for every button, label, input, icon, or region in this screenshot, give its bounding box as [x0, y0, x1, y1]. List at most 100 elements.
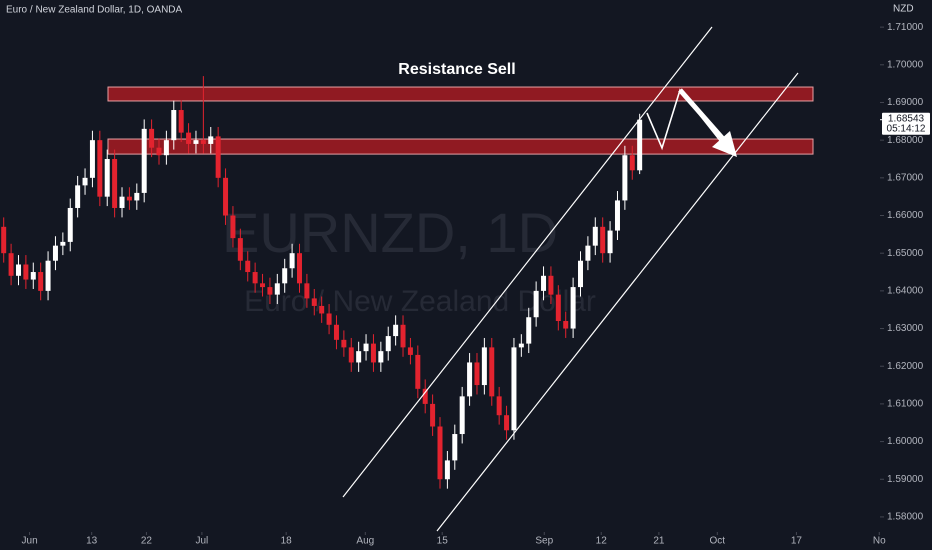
x-tick-label: 22 — [141, 536, 153, 547]
candle-body — [341, 339, 347, 348]
candle-body — [600, 226, 606, 254]
y-tick-label: 1.60000 — [887, 436, 924, 447]
candle — [341, 330, 347, 357]
y-tick-label: 1.62000 — [887, 361, 924, 372]
candle-body — [156, 147, 162, 156]
candle — [496, 386, 502, 425]
candle — [600, 217, 606, 263]
candle-body — [592, 226, 598, 246]
candle — [474, 353, 480, 395]
candle — [504, 405, 510, 440]
candle — [430, 394, 436, 436]
candle — [533, 281, 539, 327]
candle — [452, 424, 458, 470]
candle-body — [215, 136, 221, 178]
candle — [319, 296, 325, 323]
candle — [296, 243, 302, 293]
candle-body — [629, 155, 635, 171]
x-tick-label: 15 — [437, 536, 449, 547]
candle — [245, 251, 251, 282]
candle-body — [444, 460, 450, 480]
candle — [186, 123, 192, 154]
candle-body — [141, 128, 147, 193]
annotation: Resistance Sell — [398, 61, 515, 78]
x-tick-label: 13 — [86, 536, 98, 547]
candle-body — [208, 136, 214, 144]
y-tick-label: 1.63000 — [887, 323, 924, 334]
candle-body — [563, 321, 569, 329]
candle-body — [67, 207, 73, 242]
candle-body — [89, 140, 95, 178]
candle — [563, 311, 569, 338]
candle — [378, 341, 384, 372]
candle-body — [526, 317, 532, 344]
candle-body — [585, 245, 591, 261]
candle-body — [134, 192, 140, 201]
y-tick-label: 1.65000 — [887, 248, 924, 259]
candle — [326, 304, 332, 335]
candle-body — [437, 426, 443, 480]
candle-body — [541, 275, 547, 291]
candle-body — [45, 260, 51, 291]
y-tick-label: 1.61000 — [887, 399, 924, 410]
candle — [444, 450, 450, 489]
candle-body — [230, 215, 236, 239]
candle — [333, 315, 339, 350]
candle — [622, 145, 628, 210]
candle — [156, 138, 162, 165]
candle — [400, 315, 406, 357]
x-tick-label: 12 — [596, 536, 608, 547]
candle — [407, 337, 413, 365]
candle — [614, 191, 620, 241]
candle — [541, 266, 547, 301]
candle — [282, 258, 288, 293]
candle-body — [511, 347, 517, 431]
candle — [511, 337, 517, 440]
candle-body — [555, 294, 561, 322]
candle — [356, 341, 362, 372]
candle-body — [119, 196, 125, 208]
candle — [348, 337, 354, 372]
candle-body — [578, 260, 584, 288]
candle-body — [200, 140, 206, 144]
candle-body — [363, 343, 369, 352]
y-tick-label: 1.69000 — [887, 97, 924, 108]
candle — [548, 266, 554, 305]
candle-body — [1, 226, 7, 254]
candle-body — [393, 324, 399, 337]
candle-body — [607, 230, 613, 254]
candles — [1, 76, 643, 489]
candle — [585, 236, 591, 271]
candle — [23, 255, 29, 289]
candle — [459, 386, 465, 444]
candle — [89, 130, 95, 188]
candle — [518, 334, 524, 357]
y-tick-label: 1.71000 — [887, 22, 924, 33]
candle — [104, 149, 110, 207]
candle — [415, 345, 421, 399]
candle-body — [356, 351, 362, 363]
candle-body — [319, 305, 325, 314]
candle-body — [237, 238, 243, 261]
y-tick-label: 1.59000 — [887, 474, 924, 485]
watermark-group: EURNZD, 1D Euro / New Zealand Dollar — [222, 201, 596, 318]
candle — [60, 232, 66, 256]
candle-body — [459, 396, 465, 435]
candle-body — [304, 283, 310, 299]
candle-body — [82, 177, 88, 186]
candle-body — [489, 347, 495, 397]
candle — [8, 243, 14, 286]
candle-body — [385, 336, 391, 352]
candle — [489, 337, 495, 406]
candle-body — [333, 324, 339, 340]
candle-body — [274, 283, 280, 295]
candle — [437, 417, 443, 489]
candle — [467, 353, 473, 406]
channel-lower — [436, 72, 799, 532]
axes: 1.58000 1.59000 1.60000 1.61000 1.62000 1.630… — [22, 22, 930, 547]
countdown-label: 05:14:12 — [887, 123, 926, 134]
candle — [230, 206, 236, 248]
